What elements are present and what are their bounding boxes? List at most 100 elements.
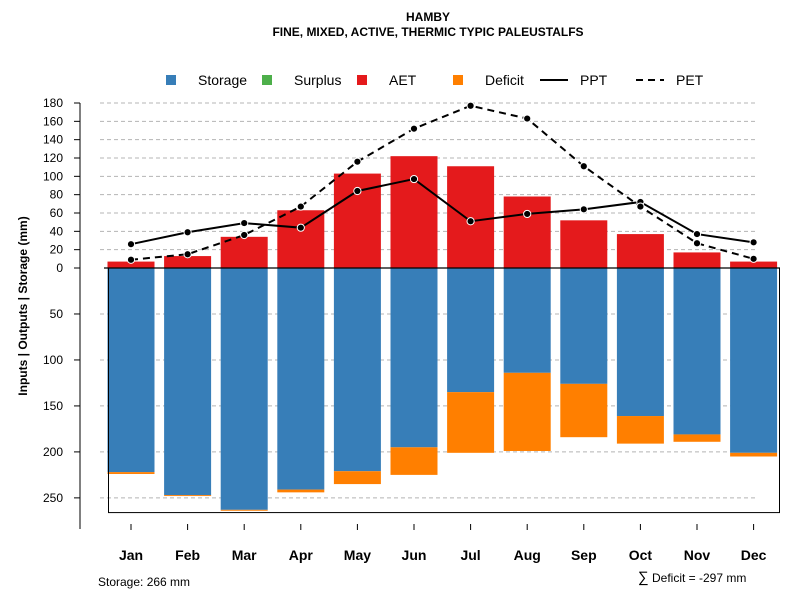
pet-point bbox=[466, 101, 475, 110]
aet-bar bbox=[616, 234, 664, 268]
deficit-bar bbox=[390, 447, 438, 475]
storage-bar bbox=[503, 268, 551, 373]
storage-bar bbox=[673, 268, 721, 435]
y-tick-label: 40 bbox=[50, 224, 64, 238]
y-tick-label: 100 bbox=[43, 353, 63, 367]
pet-point bbox=[296, 202, 305, 211]
legend-surplus-label: Surplus bbox=[294, 72, 341, 88]
y-tick-label: 20 bbox=[50, 243, 64, 257]
aet-bar bbox=[503, 196, 551, 268]
y-tick-label: 150 bbox=[43, 399, 63, 413]
pet-point bbox=[353, 157, 362, 166]
y-tick-label: 180 bbox=[43, 96, 63, 110]
deficit-bar bbox=[333, 471, 381, 485]
y-tick-label: 120 bbox=[43, 151, 63, 165]
aet-bar bbox=[730, 261, 778, 268]
lines bbox=[126, 101, 758, 264]
y-tick-label: 80 bbox=[50, 188, 64, 202]
ppt-line bbox=[130, 178, 754, 246]
storage-bar bbox=[616, 268, 664, 417]
aet-bar bbox=[107, 261, 155, 268]
deficit-sum-symbol: ∑ bbox=[638, 569, 649, 586]
y-tick-label: 200 bbox=[43, 445, 63, 459]
y-tick-label: 160 bbox=[43, 114, 63, 128]
storage-bar bbox=[730, 268, 778, 453]
bars bbox=[107, 156, 778, 511]
storage-bar bbox=[447, 268, 495, 393]
storage-bar bbox=[390, 268, 438, 448]
y-tick-label: 100 bbox=[43, 169, 63, 183]
pet-point bbox=[240, 230, 249, 240]
deficit-bar bbox=[220, 509, 268, 511]
aet-bar bbox=[277, 210, 325, 268]
aet-bar bbox=[220, 236, 268, 268]
x-tick-label: Mar bbox=[232, 547, 257, 563]
storage-bar bbox=[277, 268, 325, 490]
y-tick-label: 250 bbox=[43, 491, 63, 505]
deficit-bar bbox=[107, 472, 155, 474]
pet-line bbox=[130, 104, 754, 261]
storage-bar bbox=[164, 268, 212, 496]
pet-point bbox=[523, 114, 532, 123]
storage-bar bbox=[107, 268, 155, 473]
chart-subtitle: FINE, MIXED, ACTIVE, THERMIC TYPIC PALEU… bbox=[272, 25, 583, 39]
legend: Storage Surplus AET Deficit PPT PET bbox=[166, 72, 704, 88]
chart-title: HAMBY bbox=[406, 10, 450, 24]
legend-deficit-label: Deficit bbox=[485, 72, 524, 88]
y-axis-label: Inputs | Outputs | Storage (mm) bbox=[16, 216, 30, 395]
deficit-bar bbox=[673, 434, 721, 442]
x-tick-label: Feb bbox=[175, 547, 200, 563]
legend-storage-swatch bbox=[166, 75, 176, 85]
storage-bar bbox=[333, 268, 381, 472]
aet-bar bbox=[673, 252, 721, 268]
ppt-point bbox=[466, 217, 475, 226]
aet-bar bbox=[390, 156, 438, 268]
x-tick-label: Oct bbox=[629, 547, 653, 563]
ppt-point bbox=[353, 186, 362, 196]
pet-point bbox=[692, 239, 702, 248]
y-tick-label: 0 bbox=[56, 261, 63, 275]
x-tick-label: Jun bbox=[402, 547, 427, 563]
aet-bar bbox=[447, 166, 495, 268]
ppt-point bbox=[240, 218, 249, 228]
y-tick-label: 60 bbox=[50, 206, 64, 220]
pet-point bbox=[749, 254, 758, 263]
storage-total-label: Storage: 266 mm bbox=[98, 575, 190, 589]
legend-surplus-swatch bbox=[262, 75, 272, 85]
legend-aet-swatch bbox=[357, 75, 367, 85]
storage-bar bbox=[220, 268, 268, 510]
deficit-total-label: Deficit = -297 mm bbox=[652, 571, 746, 585]
ppt-point bbox=[749, 238, 758, 247]
ppt-point bbox=[409, 174, 419, 184]
deficit-bar bbox=[730, 452, 778, 457]
ppt-point bbox=[183, 228, 192, 237]
x-tick-label: Nov bbox=[684, 547, 711, 563]
pet-point bbox=[636, 202, 645, 211]
legend-deficit-swatch bbox=[453, 75, 463, 85]
legend-storage-label: Storage bbox=[198, 72, 247, 88]
deficit-bar bbox=[447, 392, 495, 453]
deficit-bar bbox=[560, 383, 608, 438]
y-tick-label: 50 bbox=[50, 307, 64, 321]
legend-aet-label: AET bbox=[389, 72, 417, 88]
storage-bar bbox=[560, 268, 608, 384]
y-tick-label: 140 bbox=[43, 133, 63, 147]
aet-bar bbox=[164, 256, 212, 268]
deficit-bar bbox=[616, 416, 664, 444]
pet-point bbox=[579, 162, 588, 171]
x-tick-label: Aug bbox=[514, 547, 541, 563]
ppt-point bbox=[296, 223, 305, 232]
deficit-bar bbox=[164, 495, 212, 497]
legend-pet-label: PET bbox=[676, 72, 704, 88]
x-tick-label: Jul bbox=[460, 547, 480, 563]
pet-point bbox=[183, 250, 192, 259]
x-tick-label: Sep bbox=[571, 547, 597, 563]
x-tick-label: Dec bbox=[741, 547, 767, 563]
ppt-point bbox=[523, 209, 532, 219]
aet-bar bbox=[560, 220, 608, 268]
deficit-bar bbox=[277, 489, 325, 493]
ppt-point bbox=[692, 229, 702, 239]
legend-ppt-label: PPT bbox=[580, 72, 608, 88]
ppt-point bbox=[579, 205, 588, 214]
